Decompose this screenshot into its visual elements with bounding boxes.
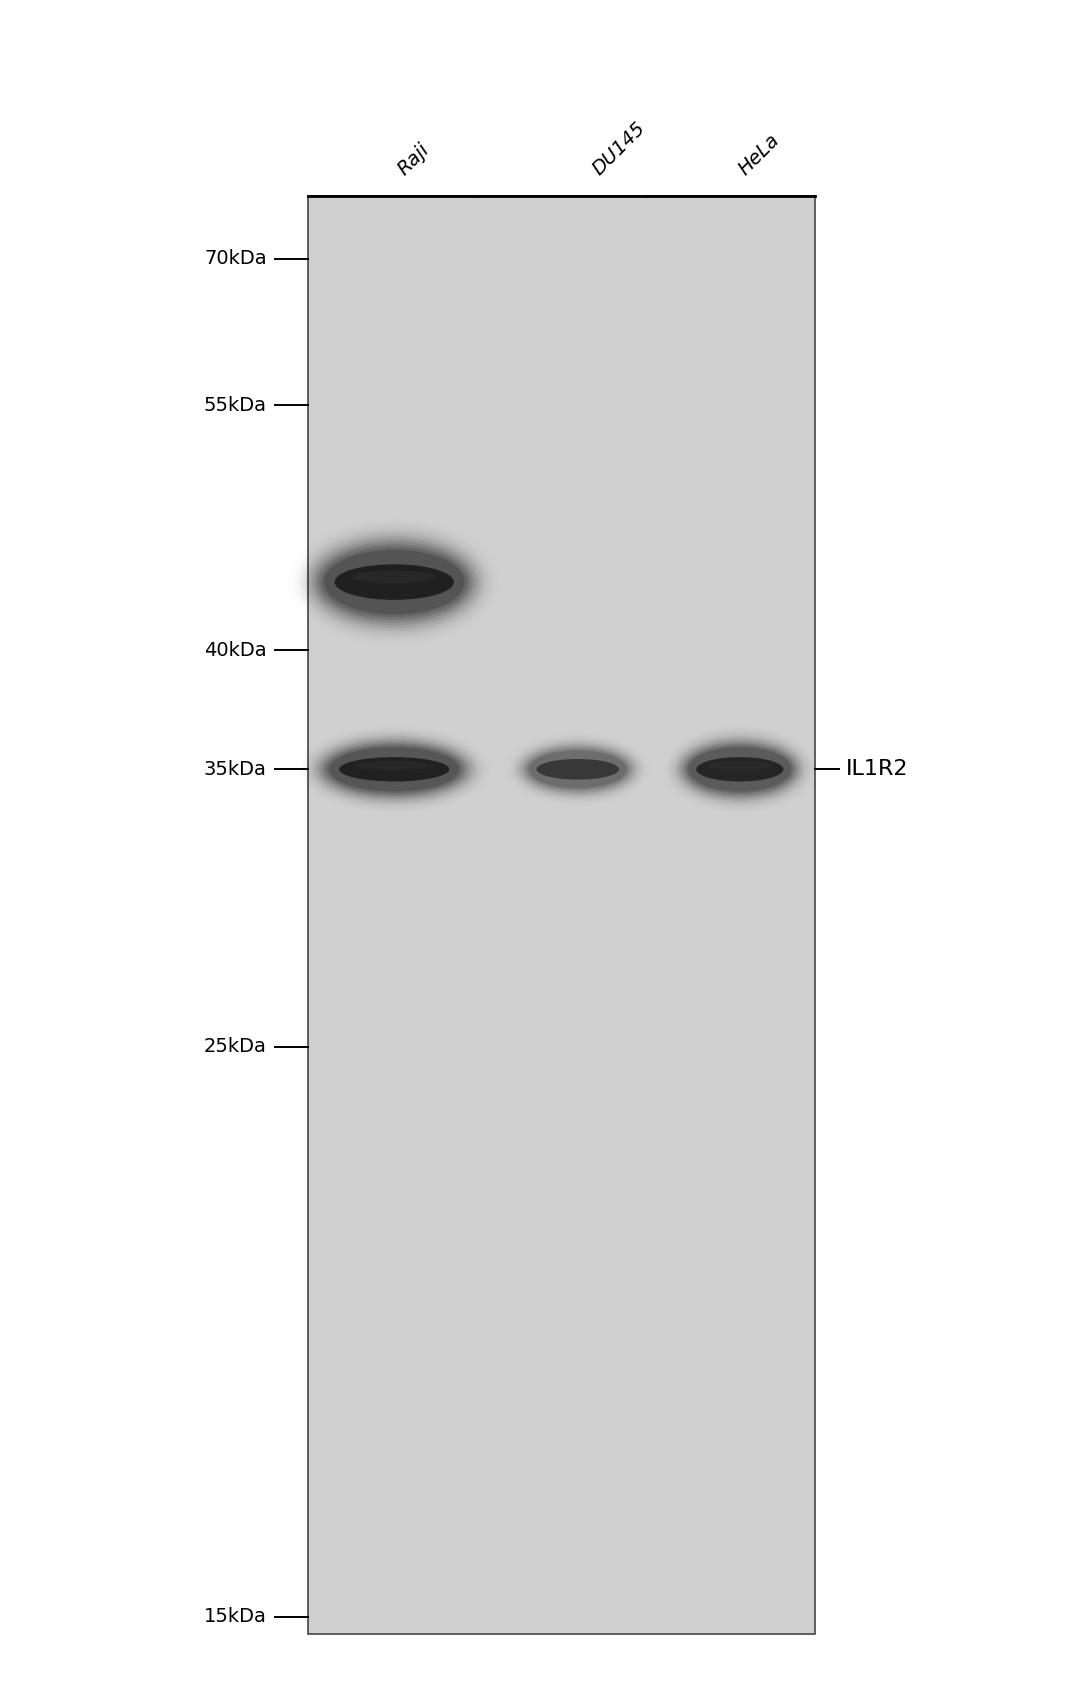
Text: 25kDa: 25kDa (204, 1037, 267, 1057)
Ellipse shape (686, 745, 794, 793)
Ellipse shape (313, 735, 475, 803)
Text: IL1R2: IL1R2 (846, 759, 908, 780)
Ellipse shape (525, 747, 631, 791)
Ellipse shape (549, 762, 607, 769)
Ellipse shape (675, 735, 805, 803)
Ellipse shape (677, 737, 802, 802)
Ellipse shape (708, 761, 771, 771)
Ellipse shape (537, 759, 619, 780)
Ellipse shape (324, 550, 464, 614)
Ellipse shape (321, 546, 468, 618)
Ellipse shape (355, 761, 433, 771)
Ellipse shape (679, 740, 800, 798)
Ellipse shape (518, 742, 637, 797)
Bar (308, 196, 815, 1634)
Ellipse shape (523, 745, 633, 793)
Ellipse shape (315, 541, 473, 623)
Text: 35kDa: 35kDa (204, 759, 267, 780)
Ellipse shape (318, 545, 471, 620)
Ellipse shape (321, 742, 468, 797)
Ellipse shape (527, 749, 629, 790)
Ellipse shape (312, 538, 476, 626)
Ellipse shape (315, 737, 473, 802)
Ellipse shape (329, 747, 459, 791)
Ellipse shape (324, 744, 464, 795)
Text: 40kDa: 40kDa (204, 640, 267, 660)
Ellipse shape (326, 745, 462, 793)
Ellipse shape (697, 757, 783, 781)
Ellipse shape (521, 744, 635, 795)
Text: HeLa: HeLa (734, 131, 783, 179)
Ellipse shape (335, 565, 454, 599)
Ellipse shape (689, 747, 791, 791)
Ellipse shape (319, 740, 470, 798)
Ellipse shape (309, 536, 480, 628)
Text: 70kDa: 70kDa (204, 248, 267, 269)
Ellipse shape (339, 757, 449, 781)
Ellipse shape (684, 744, 796, 795)
Text: 55kDa: 55kDa (204, 395, 267, 415)
Text: Raji: Raji (394, 140, 433, 179)
Ellipse shape (529, 751, 626, 788)
Text: 15kDa: 15kDa (204, 1607, 267, 1627)
Ellipse shape (681, 742, 798, 797)
Ellipse shape (352, 570, 436, 584)
Text: DU145: DU145 (589, 119, 649, 179)
Ellipse shape (306, 533, 483, 631)
